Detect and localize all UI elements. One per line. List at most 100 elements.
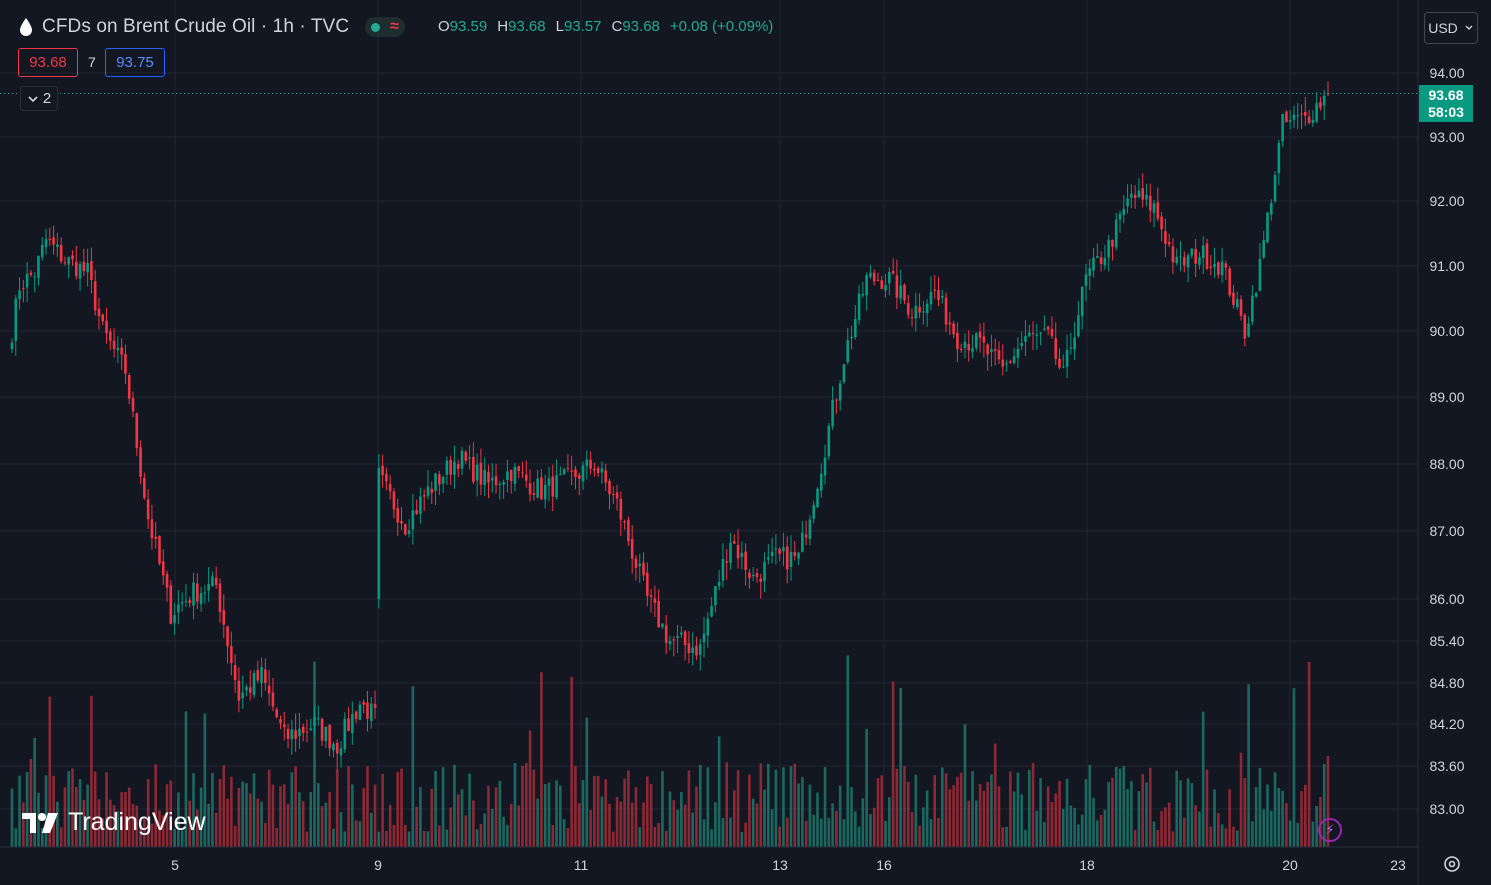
candle-body — [585, 459, 589, 467]
volume-bar — [532, 769, 536, 847]
tradingview-logo[interactable]: TradingView — [22, 808, 206, 837]
volume-bar — [619, 801, 623, 847]
volume-bar — [872, 807, 876, 847]
volume-bar — [846, 655, 850, 847]
candle-body — [543, 484, 547, 500]
candle-body — [112, 340, 116, 350]
indicators-collapse-button[interactable]: 2 — [20, 86, 58, 111]
volume-bar — [842, 819, 846, 847]
volume-bar — [1273, 772, 1277, 847]
candle-body — [986, 344, 989, 355]
volume-bar — [1292, 688, 1296, 847]
volume-bar — [971, 771, 974, 847]
candle-body — [1224, 263, 1228, 268]
volume-bar — [317, 783, 320, 847]
candle-body — [1031, 332, 1035, 334]
volume-bar — [195, 809, 199, 847]
candle-body — [317, 718, 320, 720]
volume-bar — [494, 787, 498, 847]
lightning-icon[interactable]: ⚡ — [1318, 818, 1342, 842]
candle-body — [1254, 293, 1258, 297]
market-status-pill[interactable]: ≈ — [365, 17, 405, 37]
volume-bar — [1043, 822, 1046, 847]
candle-body — [1209, 266, 1213, 268]
candle-body — [944, 297, 948, 325]
candle-body — [683, 631, 687, 645]
candle-body — [933, 289, 937, 291]
candle-body — [237, 680, 241, 701]
candle-body — [195, 583, 199, 602]
candle-body — [320, 718, 324, 741]
time-axis-ticks[interactable]: 5 9 11 13 16 18 20 23 — [171, 857, 1406, 873]
volume-bar — [218, 779, 222, 847]
settings-gear-icon[interactable] — [1441, 853, 1463, 875]
volume-bar — [472, 800, 475, 847]
volume-bar — [381, 773, 384, 847]
candle-body — [899, 285, 902, 299]
volume-bar — [275, 827, 279, 847]
volume-bar — [676, 809, 679, 847]
chart-title[interactable]: CFDs on Brent Crude Oil · 1h · TVC ≈ — [18, 14, 405, 40]
chevron-down-icon — [1465, 25, 1473, 30]
volume-bar — [1012, 791, 1016, 847]
candle-body — [377, 468, 381, 599]
volume-bar — [1137, 791, 1141, 847]
volume-bar — [910, 811, 914, 847]
symbol-name[interactable]: CFDs on Brent Crude Oil · 1h · TVC — [42, 16, 350, 37]
high-value: 93.68 — [508, 18, 546, 35]
candle-body — [109, 331, 112, 341]
candle-body — [793, 552, 797, 556]
volume-bar — [1235, 830, 1239, 847]
candlesticks — [10, 81, 1330, 771]
candle-body — [1054, 338, 1058, 359]
candle-body — [1269, 202, 1273, 215]
volume-bar — [812, 814, 816, 847]
volume-bar — [1300, 791, 1303, 847]
candle-body — [653, 598, 657, 603]
buy-button[interactable]: 93.75 — [105, 48, 165, 77]
volume-bar — [899, 687, 902, 847]
volume-bar — [392, 824, 396, 847]
currency-select[interactable]: USD — [1424, 12, 1478, 44]
candle-body — [298, 728, 301, 737]
volume-bar — [1171, 831, 1175, 847]
candle-body — [698, 644, 702, 655]
candle-body — [10, 342, 14, 350]
candle-body — [449, 459, 452, 475]
volume-bar — [400, 768, 403, 847]
candle-body — [993, 349, 997, 352]
volume-bar — [1077, 824, 1080, 847]
sell-button[interactable]: 93.68 — [18, 48, 78, 77]
volume-bar — [714, 802, 717, 847]
candle-body — [729, 542, 732, 563]
volume-bar — [770, 809, 774, 847]
volume-bar — [740, 831, 744, 847]
candle-body — [1024, 336, 1027, 342]
volume-bar — [944, 773, 948, 847]
candle-body — [1114, 219, 1118, 248]
candle-body — [1148, 195, 1152, 211]
volume-bar — [1281, 790, 1284, 847]
volume-bar — [615, 797, 619, 847]
volume-bar — [1266, 784, 1269, 847]
candle-body — [940, 295, 944, 298]
volume-bar — [203, 713, 207, 847]
volume-bar — [1326, 756, 1330, 847]
volume-bar — [211, 773, 214, 847]
price-axis-ticks[interactable]: 94.00 93.00 92.00 91.00 90.00 89.00 88.00 87.00… — [1429, 65, 1464, 817]
volume-bar — [668, 791, 672, 847]
candle-body — [415, 510, 418, 514]
volume-bar — [906, 781, 910, 847]
volume-bar — [721, 818, 725, 847]
price-tick-label: 94.00 — [1429, 65, 1464, 81]
candle-body — [105, 320, 108, 334]
candle-body — [135, 413, 139, 448]
candle-body — [1235, 299, 1239, 308]
candle-body — [56, 244, 59, 247]
volume-bar — [785, 817, 789, 847]
candle-body — [664, 625, 668, 643]
volume-bar — [653, 827, 657, 847]
candle-body — [562, 469, 566, 475]
candle-body — [1292, 114, 1296, 120]
